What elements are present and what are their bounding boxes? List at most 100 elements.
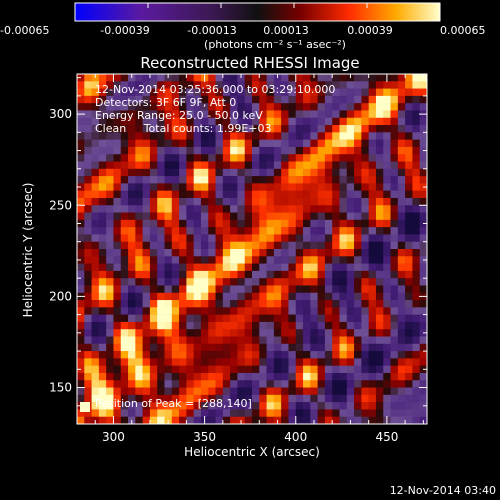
heatmap-cell xyxy=(346,197,355,206)
heatmap-cell xyxy=(157,321,165,330)
heatmap-cell xyxy=(215,88,224,97)
heatmap-cell xyxy=(266,168,275,177)
heatmap-cell xyxy=(346,81,355,89)
heatmap-cell xyxy=(354,358,362,366)
heatmap-cell xyxy=(98,110,107,119)
heatmap-cell xyxy=(354,125,362,133)
heatmap-cell xyxy=(390,329,399,337)
heatmap-cell xyxy=(106,380,114,388)
heatmap-cell xyxy=(252,132,260,140)
heatmap-cell xyxy=(252,343,260,352)
heatmap-cell xyxy=(375,336,384,345)
heatmap-cell xyxy=(266,227,275,235)
heatmap-cell xyxy=(397,176,406,184)
heatmap-cell xyxy=(164,409,173,418)
heatmap-cell xyxy=(77,351,85,359)
heatmap-cell xyxy=(215,249,224,257)
heatmap-cell xyxy=(339,409,348,418)
heatmap-cell xyxy=(368,227,377,235)
heatmap-cell xyxy=(288,278,297,286)
heatmap-cell xyxy=(273,278,282,286)
heatmap-cell xyxy=(84,300,92,308)
heatmap-cell xyxy=(259,234,267,243)
heatmap-cell xyxy=(346,372,355,381)
heatmap-cell xyxy=(84,270,92,279)
heatmap-cell xyxy=(84,132,92,140)
heatmap-cell xyxy=(208,416,216,425)
heatmap-cell xyxy=(230,190,238,199)
heatmap-cell xyxy=(390,365,399,374)
heatmap-cell xyxy=(397,329,406,337)
heatmap-cell xyxy=(193,146,202,155)
heatmap-cell xyxy=(135,197,143,206)
heatmap-cell xyxy=(106,219,114,228)
heatmap-cell xyxy=(208,146,216,155)
heatmap-cell xyxy=(281,307,289,315)
heatmap-cell xyxy=(383,132,391,140)
heatmap-cell xyxy=(222,394,231,403)
heatmap-cell xyxy=(179,183,187,191)
heatmap-cell xyxy=(179,336,187,345)
heatmap-cell xyxy=(171,110,180,119)
heatmap-cell xyxy=(288,241,297,250)
heatmap-cell xyxy=(215,278,224,286)
heatmap-cell xyxy=(120,336,129,345)
heatmap-cell xyxy=(237,402,246,410)
heatmap-cell xyxy=(113,336,122,345)
heatmap-cell xyxy=(142,263,151,272)
heatmap-cell xyxy=(324,88,333,97)
heatmap-cell xyxy=(193,278,202,286)
heatmap-cell xyxy=(397,372,406,381)
heatmap-cell xyxy=(84,314,92,323)
heatmap-cell xyxy=(222,278,231,286)
heatmap-cell xyxy=(361,314,369,323)
heatmap-cell xyxy=(368,234,377,243)
heatmap-cell xyxy=(332,263,340,272)
heatmap-cell xyxy=(354,110,362,119)
heatmap-cell xyxy=(193,227,202,235)
heatmap-cell xyxy=(77,212,85,221)
y-tick-label: 250 xyxy=(49,198,72,212)
heatmap-cell xyxy=(397,336,406,345)
heatmap-cell xyxy=(397,212,406,221)
heatmap-cell xyxy=(273,321,282,330)
heatmap-cell xyxy=(332,219,340,228)
heatmap-cell xyxy=(346,125,355,133)
heatmap-cell xyxy=(375,161,384,170)
heatmap-cell xyxy=(200,125,209,133)
heatmap-cell xyxy=(237,321,246,330)
heatmap-cell xyxy=(120,81,129,89)
heatmap-cell xyxy=(412,321,421,330)
heatmap-cell xyxy=(310,190,318,199)
heatmap-cell xyxy=(230,139,238,148)
heatmap-cell xyxy=(346,88,355,97)
heatmap-cell xyxy=(230,285,238,294)
heatmap-cell xyxy=(397,190,406,199)
heatmap-cell xyxy=(164,212,173,221)
heatmap-cell xyxy=(252,329,260,337)
heatmap-cell xyxy=(200,256,209,264)
colorbar-tick-label: -0.00065 xyxy=(0,24,50,37)
heatmap-cell xyxy=(120,314,129,323)
heatmap-cell xyxy=(375,95,384,104)
heatmap-cell xyxy=(171,416,180,425)
heatmap-cell xyxy=(208,161,216,170)
heatmap-cell xyxy=(266,154,275,162)
heatmap-cell xyxy=(91,372,100,381)
heatmap-cell xyxy=(98,278,107,286)
heatmap-cell xyxy=(237,183,246,191)
heatmap-cell xyxy=(405,161,413,170)
heatmap-cell xyxy=(317,409,326,418)
heatmap-cell xyxy=(259,256,267,264)
heatmap-cell xyxy=(120,256,129,264)
heatmap-cell xyxy=(91,234,100,243)
heatmap-cell xyxy=(346,183,355,191)
colorbar-area xyxy=(74,2,441,22)
heatmap-cell xyxy=(368,212,377,221)
heatmap-cell xyxy=(208,234,216,243)
heatmap-cell xyxy=(266,219,275,228)
heatmap-cell xyxy=(266,380,275,388)
heatmap-cell xyxy=(266,321,275,330)
heatmap-cell xyxy=(252,365,260,374)
heatmap-cell xyxy=(354,365,362,374)
